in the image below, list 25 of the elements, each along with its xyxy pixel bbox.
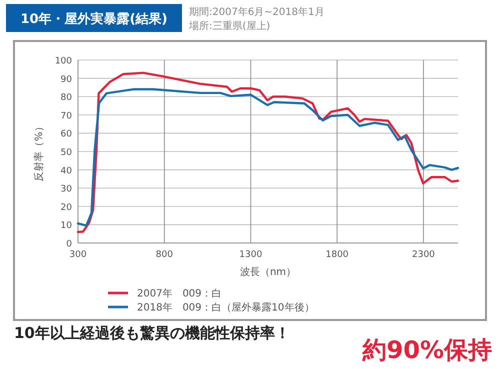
y-tick-label: 70: [60, 111, 72, 122]
x-tick-label: 2300: [412, 250, 436, 260]
y-tick-label: 100: [54, 56, 72, 66]
y-tick-label: 40: [60, 166, 72, 176]
y-tick-label: 90: [60, 74, 72, 85]
legend-label: 2007年 009：白: [137, 288, 222, 300]
y-tick-label: 30: [60, 184, 72, 195]
text: 約90%保持: [362, 336, 492, 364]
y-tick-label: 50: [60, 148, 72, 158]
chart-subtitle: 期間:2007年6月~2018年1月: [189, 6, 324, 18]
x-tick-label: 300: [69, 250, 87, 260]
chart-title: 10年・屋外実暴露(結果): [20, 11, 168, 27]
legend-label: 2018年 009：白（屋外暴露10年後）: [137, 302, 314, 314]
y-tick-label: 60: [60, 130, 72, 140]
x-tick-label: 800: [156, 250, 174, 260]
x-tick-label: 1800: [326, 250, 349, 260]
x-axis-title: 波長（nm）: [240, 266, 296, 278]
y-axis-title: 反射率（%）: [33, 122, 45, 182]
text: 10年以上経過後も驚異の機能性保持率！: [14, 324, 290, 342]
y-tick-label: 10: [60, 221, 72, 232]
text: 場所:三重県(屋上): [188, 20, 270, 32]
y-tick-label: 80: [60, 93, 72, 104]
y-tick-label: 20: [60, 202, 72, 213]
y-tick-label: 0: [66, 240, 72, 250]
x-tick-label: 1300: [239, 250, 262, 260]
